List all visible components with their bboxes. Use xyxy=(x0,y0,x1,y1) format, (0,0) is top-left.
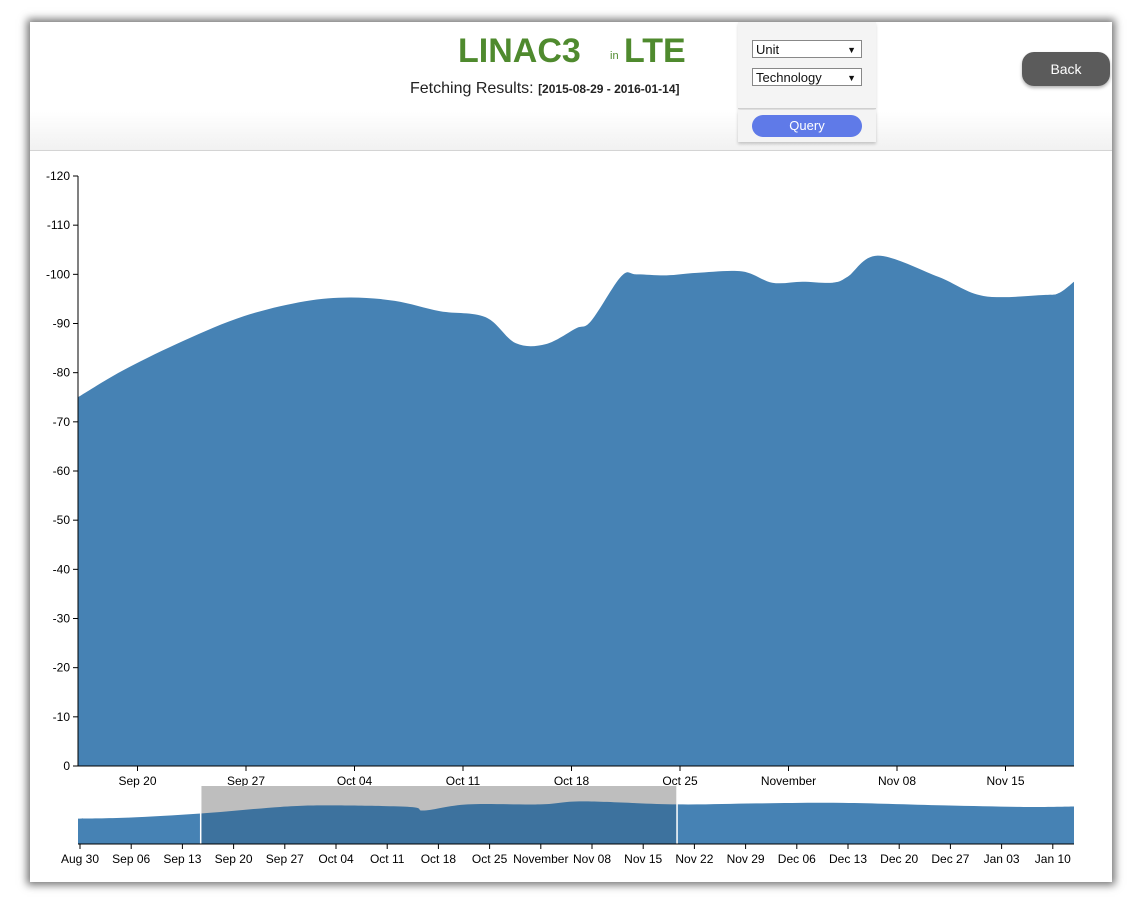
y-tick-label: -100 xyxy=(46,267,70,281)
technology-select-value: Technology xyxy=(756,70,822,85)
x-tick-label: Sep 27 xyxy=(227,774,265,788)
filter-panel: Unit ▼ Technology ▼ xyxy=(738,22,876,109)
x-tick-label: Oct 25 xyxy=(662,774,698,788)
overview-x-tick-label: Dec 06 xyxy=(778,852,816,866)
query-button[interactable]: Query xyxy=(752,115,862,137)
app-frame: LINAC3 in LTE Fetching Results: [2015-08… xyxy=(30,22,1112,882)
y-tick-label: -10 xyxy=(53,710,71,724)
y-tick-label: 0 xyxy=(63,759,70,773)
overview-x-tick-label: Aug 30 xyxy=(61,852,99,866)
signal-chart[interactable]: 0 -10 -20 -30 -40 -50 -60 -70 -80 -90 -100 -110 -120… xyxy=(30,150,1112,882)
dropdown-arrow-icon: ▼ xyxy=(847,73,856,83)
query-panel: Query xyxy=(738,110,876,142)
y-tick-label: -90 xyxy=(53,317,71,331)
x-tick-label: Oct 18 xyxy=(554,774,590,788)
brush-selection[interactable] xyxy=(200,786,678,844)
series-area-overview xyxy=(78,801,1074,844)
y-tick-label: -120 xyxy=(46,169,70,183)
dropdown-arrow-icon: ▼ xyxy=(847,45,856,55)
overview-x-tick-label: Dec 13 xyxy=(829,852,867,866)
overview-x-tick-label: Oct 18 xyxy=(421,852,457,866)
y-tick-label: -50 xyxy=(53,513,71,527)
y-tick-label: -70 xyxy=(53,415,71,429)
overview-x-tick-label: Jan 03 xyxy=(984,852,1020,866)
overview-x-tick-label: Sep 13 xyxy=(163,852,201,866)
overview-x-tick-label: Nov 15 xyxy=(624,852,662,866)
y-tick-label: -110 xyxy=(47,218,70,232)
x-tick-label: Nov 08 xyxy=(878,774,916,788)
overview-x-tick-label: Jan 10 xyxy=(1035,852,1071,866)
y-tick-label: -30 xyxy=(53,612,71,626)
back-button[interactable]: Back xyxy=(1022,52,1110,86)
x-tick-label: Oct 04 xyxy=(337,774,373,788)
overview-x-tick-label: Nov 29 xyxy=(727,852,765,866)
y-tick-label: -40 xyxy=(53,562,71,576)
technology-select[interactable]: Technology ▼ xyxy=(752,68,862,86)
title-unit: LINAC3 xyxy=(458,32,581,70)
y-tick-label: -60 xyxy=(53,464,71,478)
y-tick-label: -20 xyxy=(53,661,71,675)
title-connector: in xyxy=(610,50,619,62)
title-technology: LTE xyxy=(624,32,686,70)
overview-x-tick-label: Nov 08 xyxy=(573,852,611,866)
y-tick-label: -80 xyxy=(53,366,71,380)
x-tick-label: Nov 15 xyxy=(986,774,1024,788)
overview-x-tick-label: Dec 27 xyxy=(931,852,969,866)
unit-select-value: Unit xyxy=(756,42,780,57)
overview-x-tick-label: Dec 20 xyxy=(880,852,918,866)
unit-select[interactable]: Unit ▼ xyxy=(752,40,862,58)
overview-x-tick-label: Oct 11 xyxy=(370,852,405,866)
overview-x-tick-label: Nov 22 xyxy=(675,852,713,866)
series-area-main xyxy=(78,255,1074,766)
overview-x-tick-label: Sep 20 xyxy=(215,852,253,866)
overview-x-tick-label: Oct 25 xyxy=(472,852,508,866)
overview-x-tick-label: Oct 04 xyxy=(318,852,354,866)
date-range: [2015-08-29 - 2016-01-14] xyxy=(538,82,680,96)
fetching-results: Fetching Results: [2015-08-29 - 2016-01-… xyxy=(410,80,679,98)
x-tick-label: Sep 20 xyxy=(118,774,156,788)
header: LINAC3 in LTE Fetching Results: [2015-08… xyxy=(30,22,1112,151)
x-tick-label: Oct 11 xyxy=(446,774,481,788)
overview-x-tick-label: Sep 06 xyxy=(112,852,150,866)
overview-x-tick-label: November xyxy=(513,852,568,866)
fetching-label: Fetching Results: xyxy=(410,80,534,97)
overview-x-tick-label: Sep 27 xyxy=(266,852,304,866)
x-tick-label: November xyxy=(761,774,816,788)
